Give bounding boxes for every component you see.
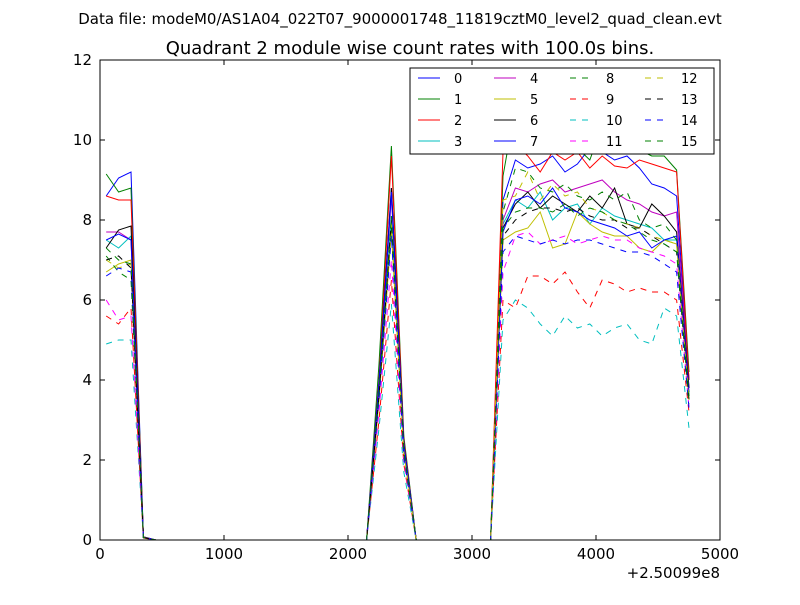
series-line-12 bbox=[105, 170, 690, 541]
y-tick-label: 12 bbox=[73, 51, 92, 69]
datafile-label: Data file: modeM0/AS1A04_022T07_90000017… bbox=[78, 10, 722, 29]
series-line-11 bbox=[105, 231, 690, 541]
legend-label-2: 2 bbox=[454, 114, 462, 129]
legend-label-1: 1 bbox=[454, 93, 462, 108]
series-line-10 bbox=[106, 299, 690, 541]
x-tick-label: 2000 bbox=[329, 545, 367, 563]
legend-label-7: 7 bbox=[530, 135, 538, 150]
legend-label-6: 6 bbox=[530, 114, 538, 129]
y-tick-label: 8 bbox=[82, 211, 92, 229]
legend-label-13: 13 bbox=[681, 93, 698, 108]
x-tick-label: 5000 bbox=[701, 545, 739, 563]
y-tick-label: 6 bbox=[82, 291, 92, 309]
plot-lines bbox=[105, 104, 690, 541]
series-line-5 bbox=[105, 210, 690, 541]
legend-label-9: 9 bbox=[606, 93, 614, 108]
chart-title: Quadrant 2 module wise count rates with … bbox=[166, 38, 655, 59]
legend-frame bbox=[409, 67, 715, 155]
legend-label-3: 3 bbox=[454, 135, 462, 150]
series-line-4 bbox=[106, 179, 690, 541]
x-offset-label: +2.50099e8 bbox=[627, 564, 720, 582]
x-tick-label: 0 bbox=[95, 545, 105, 563]
y-tick-label: 0 bbox=[82, 531, 92, 549]
legend-label-0: 0 bbox=[454, 72, 462, 87]
legend-label-14: 14 bbox=[681, 114, 698, 129]
legend-label-12: 12 bbox=[681, 72, 698, 87]
legend-label-8: 8 bbox=[606, 72, 614, 87]
x-tick-label: 3000 bbox=[453, 545, 491, 563]
y-tick-label: 4 bbox=[82, 371, 92, 389]
x-tick-label: 1000 bbox=[205, 545, 243, 563]
y-tick-label: 10 bbox=[73, 131, 92, 149]
x-tick-label: 4000 bbox=[577, 545, 615, 563]
legend-label-5: 5 bbox=[530, 93, 538, 108]
legend-label-11: 11 bbox=[606, 135, 623, 150]
legend-label-10: 10 bbox=[606, 114, 623, 129]
legend-label-15: 15 bbox=[681, 135, 698, 150]
y-tick-label: 2 bbox=[82, 451, 92, 469]
x-axis: 0 1000 2000 3000 4000 5000 bbox=[95, 60, 739, 563]
legend-label-4: 4 bbox=[530, 72, 538, 87]
